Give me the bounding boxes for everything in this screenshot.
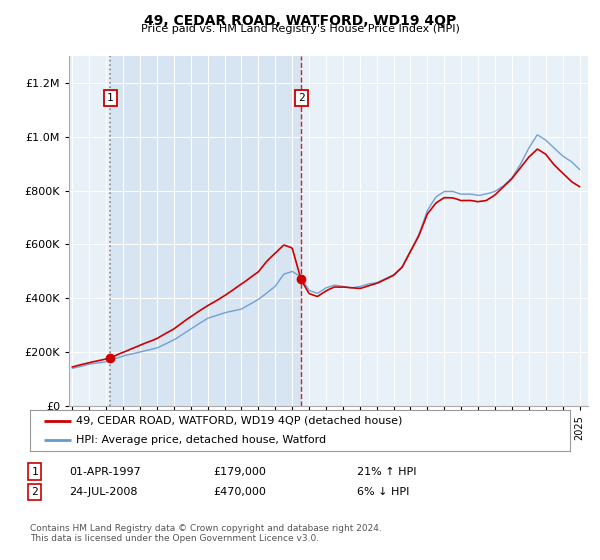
Text: 49, CEDAR ROAD, WATFORD, WD19 4QP (detached house): 49, CEDAR ROAD, WATFORD, WD19 4QP (detac… xyxy=(76,416,402,426)
Text: £470,000: £470,000 xyxy=(213,487,266,497)
Text: 21% ↑ HPI: 21% ↑ HPI xyxy=(357,466,416,477)
Text: 2: 2 xyxy=(298,93,305,103)
Text: 49, CEDAR ROAD, WATFORD, WD19 4QP: 49, CEDAR ROAD, WATFORD, WD19 4QP xyxy=(144,14,456,28)
Text: 2: 2 xyxy=(31,487,38,497)
Text: HPI: Average price, detached house, Watford: HPI: Average price, detached house, Watf… xyxy=(76,435,326,445)
Text: £179,000: £179,000 xyxy=(213,466,266,477)
Bar xyxy=(110,56,301,406)
Text: 1: 1 xyxy=(31,466,38,477)
Text: 24-JUL-2008: 24-JUL-2008 xyxy=(69,487,137,497)
Text: Price paid vs. HM Land Registry's House Price Index (HPI): Price paid vs. HM Land Registry's House … xyxy=(140,24,460,34)
Text: 1: 1 xyxy=(107,93,114,103)
Text: 6% ↓ HPI: 6% ↓ HPI xyxy=(357,487,409,497)
Text: 01-APR-1997: 01-APR-1997 xyxy=(69,466,141,477)
Text: Contains HM Land Registry data © Crown copyright and database right 2024.
This d: Contains HM Land Registry data © Crown c… xyxy=(30,524,382,543)
